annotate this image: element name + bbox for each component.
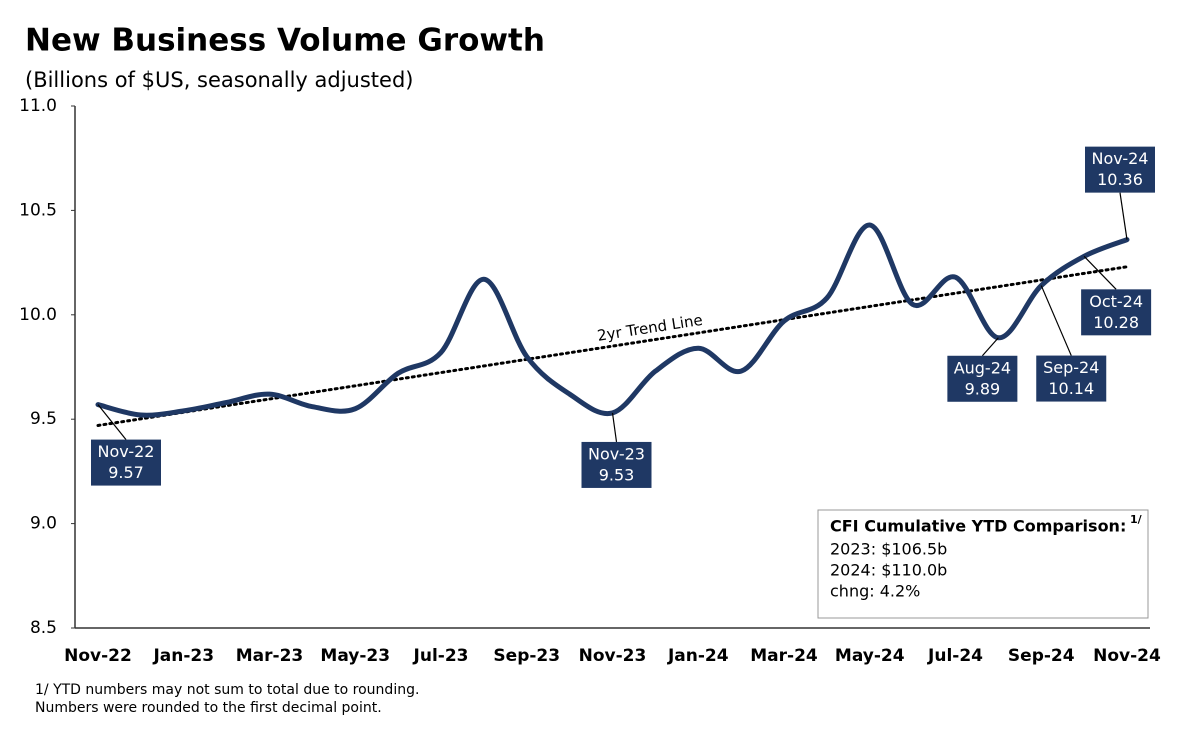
x-tick-label: Jul-23 [413,646,469,666]
callout-leader [1119,192,1128,240]
y-tick-label: 8.5 [30,618,57,638]
callout-label: Nov-24 [1092,149,1149,168]
y-tick-label: 11.0 [19,96,57,116]
callout-value: 10.14 [1048,379,1094,398]
callout-box [1085,146,1155,193]
x-tick-label: Jan-24 [667,646,729,666]
callout-value: 10.28 [1093,313,1139,332]
x-tick-label: Nov-24 [1093,646,1161,666]
x-tick-label: Mar-24 [750,646,818,666]
x-tick-label: Mar-23 [236,646,304,666]
info-marker: 1/ [1130,513,1143,526]
info-box [817,509,1149,619]
callout-box [91,439,161,486]
info-line: chng: 4.2% [830,582,920,601]
callout-leader [981,337,999,357]
callout-value: 9.89 [965,379,1001,398]
callout-box [947,355,1018,402]
trend-line [96,265,1129,427]
callout-label: Nov-23 [588,444,645,463]
y-tick-label: 10.5 [19,200,57,220]
callout-box [1081,289,1152,336]
callout-label: Aug-24 [954,358,1011,377]
callout-leader [1040,285,1072,356]
x-tick-label: Nov-22 [64,646,132,666]
y-tick-label: 9.0 [30,514,57,534]
callout-value: 9.53 [599,465,635,484]
y-tick-label: 9.5 [30,409,57,429]
callout-leader [97,404,127,440]
x-tick-label: Sep-24 [1008,646,1075,666]
callout-label: Oct-24 [1089,292,1143,311]
x-tick-label: Jan-23 [152,646,214,666]
info-title: CFI Cumulative YTD Comparison: [830,517,1126,536]
callout-label: Nov-22 [98,442,155,461]
callout-leader [1083,255,1117,290]
callout-value: 9.57 [108,463,144,482]
chart-title: New Business Volume Growth [25,23,545,59]
footnote: 1/ YTD numbers may not sum to total due … [35,682,419,698]
info-line: 2023: $106.5b [830,540,947,559]
data-line [95,222,1130,418]
callout-label: Sep-24 [1043,358,1099,377]
y-tick-label: 10.0 [19,305,57,325]
x-tick-label: Jul-24 [927,646,983,666]
x-tick-label: May-23 [320,646,390,666]
x-tick-label: Nov-23 [579,646,647,666]
callout-value: 10.36 [1097,170,1143,189]
chart-subtitle: (Billions of $US, seasonally adjusted) [25,68,413,92]
callout-box [1036,355,1107,402]
x-tick-label: May-24 [835,646,905,666]
x-tick-label: Sep-23 [493,646,560,666]
callout-leader [611,412,618,443]
info-line: 2024: $110.0b [830,561,947,580]
callout-box [581,441,652,488]
footnote: Numbers were rounded to the first decima… [35,700,382,716]
